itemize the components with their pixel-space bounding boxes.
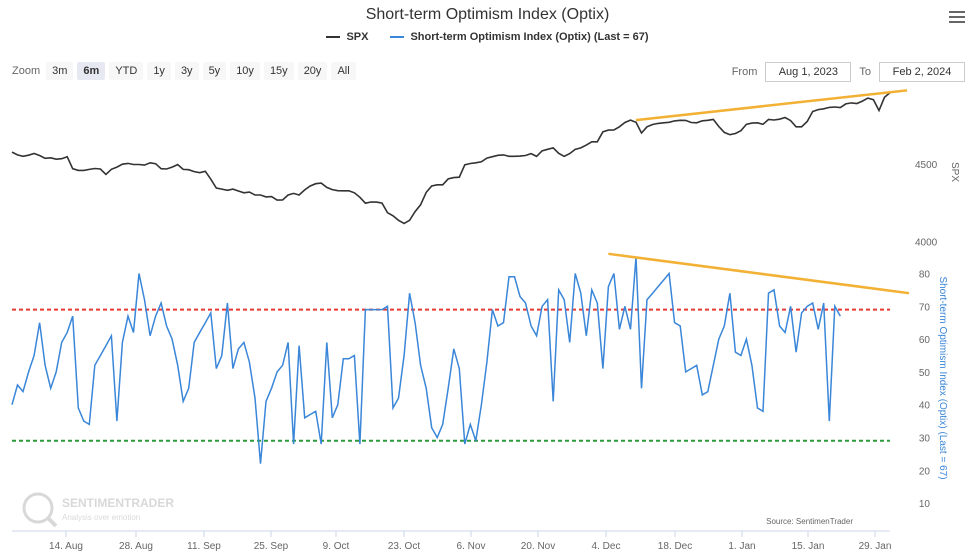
optix-tick-label: 50: [919, 368, 931, 379]
spx-tick-label: 4000: [915, 238, 938, 249]
zoom-button-10y[interactable]: 10y: [230, 62, 260, 80]
zoom-button-20y[interactable]: 20y: [297, 62, 328, 80]
legend-swatch-optix: [390, 36, 405, 38]
x-tick-label: 15. Jan: [792, 541, 825, 552]
optix-tick-label: 30: [919, 434, 931, 445]
legend-item-spx[interactable]: SPX: [326, 31, 368, 43]
legend-label-spx: SPX: [346, 31, 369, 43]
x-tick-label: 11. Sep: [187, 541, 221, 552]
optix-tick-label: 70: [919, 302, 931, 313]
magnifier-icon: [22, 492, 54, 524]
optix-tick-label: 60: [919, 335, 931, 346]
range-to-input[interactable]: [879, 62, 965, 82]
optix-tick-label: 10: [919, 499, 931, 510]
x-tick-label: 4. Dec: [592, 541, 621, 552]
legend: SPX Short-term Optimism Index (Optix) (L…: [0, 31, 975, 43]
spx-axis-title: SPX: [949, 162, 960, 182]
zoom-button-3y[interactable]: 3y: [174, 62, 199, 80]
range-from-label: From: [731, 66, 758, 78]
chart-title: Short-term Optimism Index (Optix): [365, 6, 610, 23]
zoom-button-6m[interactable]: 6m: [77, 62, 106, 80]
x-tick-label: 18. Dec: [658, 541, 692, 552]
optix-tick-label: 80: [919, 270, 931, 281]
legend-item-optix[interactable]: Short-term Optimism Index (Optix) (Last …: [390, 31, 649, 43]
optix-series-line: [11, 257, 841, 464]
date-range: From To: [732, 62, 965, 82]
x-tick-label: 6. Nov: [457, 541, 486, 552]
zoom-button-1y[interactable]: 1y: [147, 62, 171, 80]
x-tick-label: 23. Oct: [388, 541, 420, 552]
x-tick-label: 14. Aug: [49, 541, 83, 552]
range-from-input[interactable]: [765, 62, 852, 82]
optix-tick-label: 20: [919, 466, 931, 477]
x-tick-label: 20. Nov: [521, 541, 555, 552]
x-axis: 14. Aug 28. Aug 11. Sep 25. Sep 9. Oct 23. Oc…: [12, 530, 892, 552]
optix-axis: 10 20 30 40 50 60 70 80: [919, 270, 931, 511]
source-label: Source: SentimenTrader: [766, 517, 853, 526]
zoom-label: Zoom: [12, 65, 41, 77]
x-tick-label: 29. Jan: [859, 541, 892, 552]
optix-axis-title: Short-term Optimism Index (Optix) (Last …: [937, 276, 948, 479]
zoom-button-5y[interactable]: 5y: [202, 62, 227, 80]
x-tick-label: 25. Sep: [254, 541, 289, 552]
zoom-bar: Zoom 3m 6m YTD 1y 3y 5y 10y 15y 20y All: [12, 62, 356, 80]
optix-trendline: [608, 252, 910, 295]
zoom-button-ytd[interactable]: YTD: [109, 62, 144, 80]
watermark-tagline: Analysis over emotion: [62, 513, 140, 522]
watermark-name: SENTIMENTRADER: [62, 496, 174, 510]
spx-axis: 4000 4500: [915, 160, 938, 249]
watermark-logo: SENTIMENTRADER Analysis over emotion: [22, 492, 174, 528]
range-to-label: To: [859, 66, 871, 78]
spx-tick-label: 4500: [915, 160, 938, 171]
magnifier-handle: [46, 516, 58, 528]
zoom-button-3m[interactable]: 3m: [46, 62, 74, 80]
legend-swatch-spx: [326, 36, 341, 38]
hamburger-menu-icon[interactable]: [949, 8, 965, 26]
zoom-button-all[interactable]: All: [331, 62, 356, 80]
x-tick-label: 1. Jan: [728, 541, 755, 552]
spx-series-line: [11, 92, 891, 225]
x-tick-label: 28. Aug: [119, 541, 153, 552]
optix-tick-label: 40: [919, 401, 931, 412]
reference-lines: [12, 308, 890, 442]
spx-trendline: [635, 89, 908, 122]
x-tick-label: 9. Oct: [323, 541, 350, 552]
legend-label-optix: Short-term Optimism Index (Optix) (Last …: [410, 31, 649, 43]
zoom-button-15y[interactable]: 15y: [263, 62, 294, 80]
